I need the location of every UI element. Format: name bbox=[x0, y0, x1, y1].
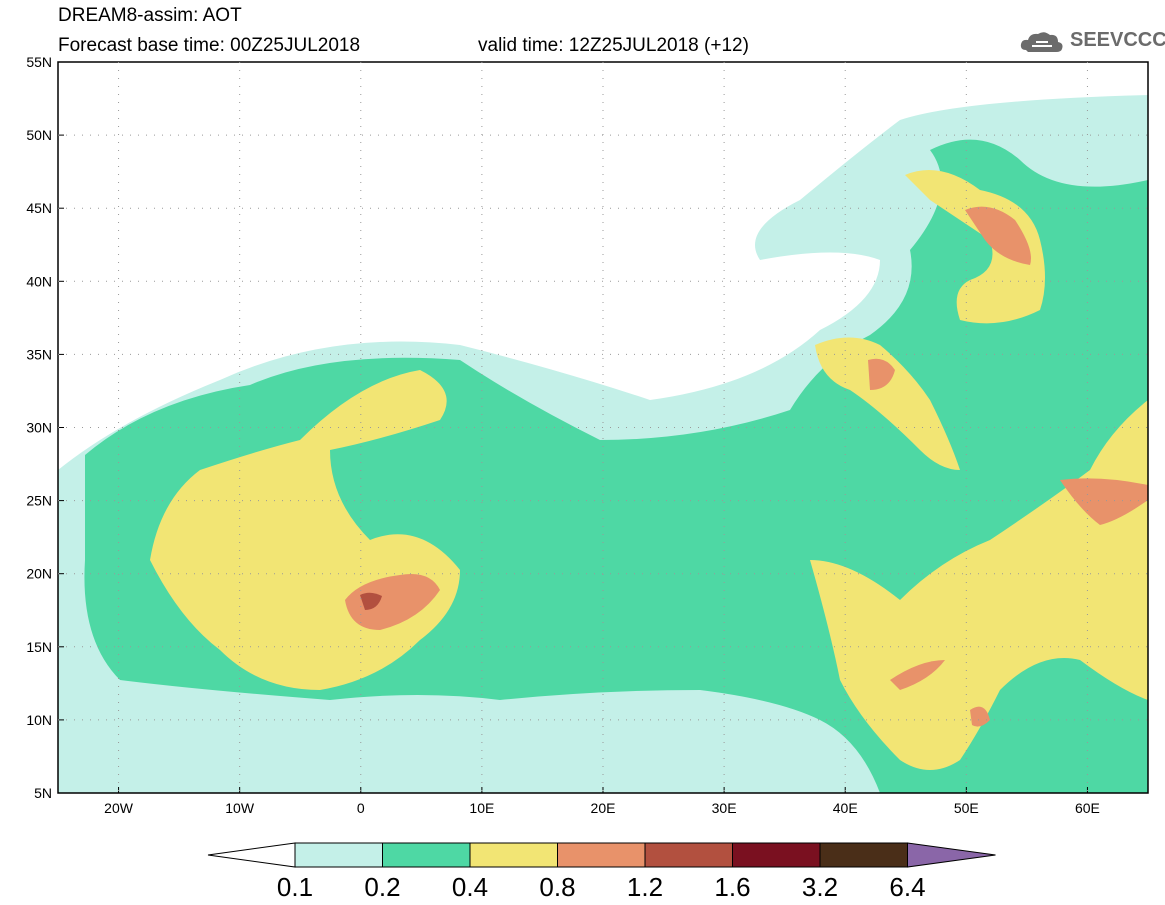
colorbar-low-extend bbox=[207, 842, 296, 868]
lat-label-20N: 20N bbox=[26, 566, 52, 582]
lat-label-50N: 50N bbox=[26, 127, 52, 143]
colorbar-label: 3.2 bbox=[801, 872, 839, 902]
valid-time: valid time: 12Z25JUL2018 (+12) bbox=[478, 35, 749, 56]
aot-contour-0-8-caspian bbox=[965, 206, 1031, 265]
colorbar bbox=[207, 842, 996, 868]
colorbar-segment bbox=[819, 842, 908, 868]
colorbar-segment bbox=[469, 842, 558, 868]
map-title: DREAM8-assim: AOT bbox=[58, 5, 242, 26]
lon-label-50E: 50E bbox=[954, 800, 979, 816]
lat-label-10N: 10N bbox=[26, 712, 52, 728]
colorbar-segment bbox=[557, 842, 646, 868]
colorbar-label: 0.4 bbox=[451, 872, 489, 902]
aot-contour-0-4-iraq bbox=[815, 337, 960, 470]
aot-contour-0-8-iraq bbox=[868, 358, 895, 390]
cloud-logo-icon bbox=[1020, 32, 1063, 52]
colorbar-segment bbox=[732, 842, 821, 868]
aot-field bbox=[58, 62, 1148, 793]
lat-label-40N: 40N bbox=[26, 273, 52, 289]
aot-contour-0-8-niger bbox=[345, 574, 440, 630]
aot-contour-0-8-arabia bbox=[1060, 478, 1148, 525]
lon-label-20E: 20E bbox=[591, 800, 616, 816]
latitude-axis: 55N 50N 45N 40N 35N 30N 25N 20N 15N 10N 5N bbox=[26, 54, 64, 801]
lon-label-20W: 20W bbox=[104, 800, 134, 816]
lat-label-25N: 25N bbox=[26, 493, 52, 509]
lon-label-0: 0 bbox=[357, 800, 365, 816]
aot-contour-0-1b bbox=[58, 620, 850, 793]
colorbar-label: 6.4 bbox=[889, 872, 926, 902]
aot-contour-1-2-niger bbox=[360, 592, 382, 610]
lat-label-30N: 30N bbox=[26, 420, 52, 436]
colorbar-label: 0.1 bbox=[276, 872, 314, 902]
colorbar-label: 1.2 bbox=[626, 872, 664, 902]
colorbar-label: 0.2 bbox=[364, 872, 401, 902]
lon-label-60E: 60E bbox=[1075, 800, 1100, 816]
colorbar-label: 1.6 bbox=[714, 872, 751, 902]
lat-label-15N: 15N bbox=[26, 639, 52, 655]
lat-label-35N: 35N bbox=[26, 346, 52, 362]
colorbar-label: 0.8 bbox=[539, 872, 576, 902]
lat-label-45N: 45N bbox=[26, 200, 52, 216]
grid-lines bbox=[58, 62, 1148, 793]
lat-label-5N: 5N bbox=[34, 785, 52, 801]
lon-label-40E: 40E bbox=[833, 800, 858, 816]
lat-label-55N: 55N bbox=[26, 54, 52, 70]
forecast-base-time: Forecast base time: 00Z25JUL2018 bbox=[58, 35, 361, 56]
logo-text: SEEVCCC bbox=[1070, 29, 1165, 51]
longitude-axis: 20W 10W 0 10E 20E 30E 40E 50E 60E bbox=[104, 787, 1100, 816]
lon-label-30E: 30E bbox=[712, 800, 737, 816]
lon-label-10W: 10W bbox=[225, 800, 255, 816]
lon-label-10E: 10E bbox=[469, 800, 494, 816]
colorbar-segment bbox=[294, 842, 383, 868]
aot-contour-0-8-yemen bbox=[890, 660, 945, 690]
colorbar-segment bbox=[382, 842, 471, 868]
colorbar-high-extend bbox=[907, 842, 996, 868]
colorbar-segment bbox=[644, 842, 733, 868]
aot-contour-0-8-somalia bbox=[970, 706, 990, 727]
